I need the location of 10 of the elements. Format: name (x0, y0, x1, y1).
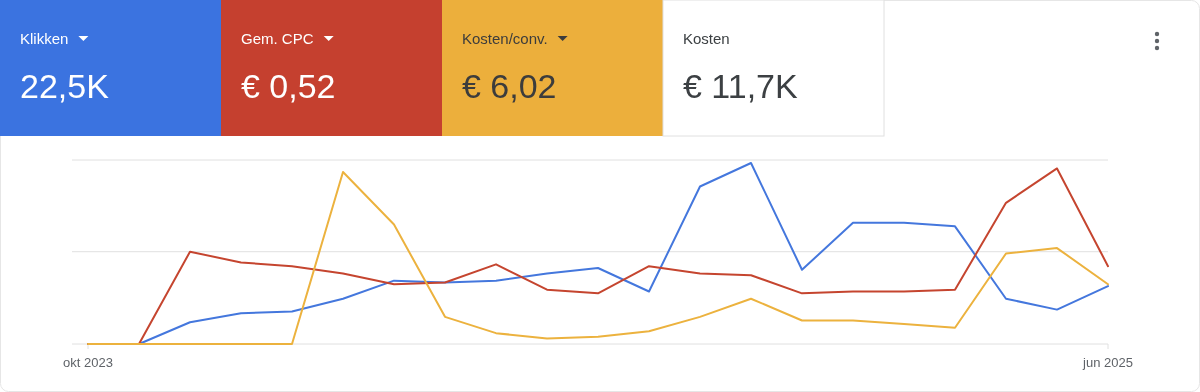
text: € 6,02 (462, 67, 557, 105)
category-label: Kosten (683, 30, 730, 47)
text: € 11,7K (683, 67, 798, 105)
x-tick-label: jun 2025 (1082, 355, 1133, 370)
category-label: Gem. CPC (241, 30, 314, 47)
text: 22,5K (20, 67, 109, 105)
category-label: Kosten/conv. (462, 30, 548, 47)
category-label: Klikken (20, 30, 69, 47)
x-tick-label: okt 2023 (63, 355, 113, 370)
text: € 0,52 (241, 67, 336, 105)
